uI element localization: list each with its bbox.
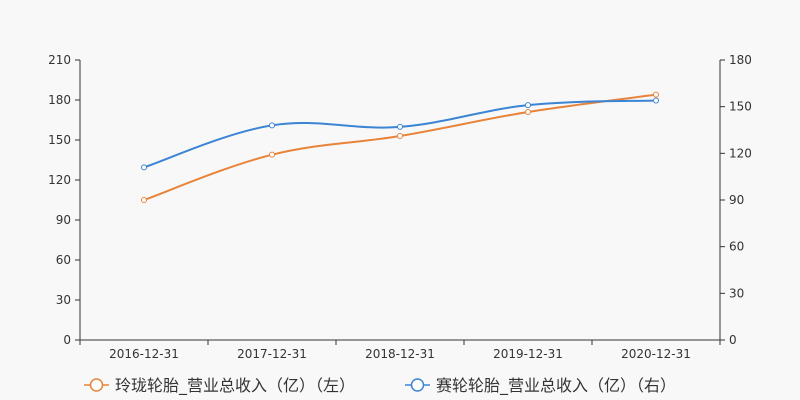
data-point-0[interactable] xyxy=(397,133,403,139)
axes: 0 30 60 90 120 150 180 210 0 30 60 90 120 150 180 2016-… xyxy=(48,53,752,361)
x-tick-label: 2018-12-31 xyxy=(365,347,435,361)
y-left-tick-label: 150 xyxy=(48,133,71,147)
x-tick-label: 2020-12-31 xyxy=(621,347,691,361)
y-right-tick-label: 90 xyxy=(729,193,744,207)
y-left-tick-label: 90 xyxy=(56,213,71,227)
legend-label-1[interactable]: 赛轮轮胎_营业总收入（亿）（右） xyxy=(436,376,676,396)
y-left-tick-label: 60 xyxy=(56,253,71,267)
legend-label-0[interactable]: 玲珑轮胎_营业总收入（亿）（左） xyxy=(115,376,355,396)
y-right-tick-label: 180 xyxy=(729,53,752,67)
legend-marker-1 xyxy=(410,378,425,392)
y-right-tick-label: 60 xyxy=(729,240,744,254)
data-point-1[interactable] xyxy=(269,122,275,129)
y-right-tick-label: 120 xyxy=(729,146,752,160)
series-line-0 xyxy=(143,93,657,201)
data-point-0[interactable] xyxy=(525,109,531,115)
series-lines xyxy=(141,91,659,203)
legend-marker-0 xyxy=(89,378,104,392)
legend: 玲珑轮胎_营业总收入（亿）（左） 赛轮轮胎_营业总收入（亿）（右） xyxy=(84,376,676,396)
x-tick-label: 2016-12-31 xyxy=(109,347,179,361)
data-point-1[interactable] xyxy=(653,97,659,104)
y-right-tick-label: 0 xyxy=(729,333,737,347)
y-left-tick-label: 30 xyxy=(56,293,71,307)
y-right-tick-label: 150 xyxy=(729,100,752,114)
data-point-1[interactable] xyxy=(525,102,531,109)
y-left-tick-label: 0 xyxy=(63,333,71,347)
data-point-1[interactable] xyxy=(141,164,147,171)
x-tick-label: 2017-12-31 xyxy=(237,347,307,361)
data-point-0[interactable] xyxy=(141,197,147,203)
x-tick-label: 2019-12-31 xyxy=(493,347,563,361)
data-point-1[interactable] xyxy=(397,123,403,130)
y-right-tick-label: 30 xyxy=(729,286,744,300)
y-left-tick-label: 120 xyxy=(48,173,71,187)
data-point-0[interactable] xyxy=(269,151,275,158)
y-left-tick-label: 210 xyxy=(48,53,71,67)
data-point-0[interactable] xyxy=(653,91,659,98)
y-left-tick-label: 180 xyxy=(48,93,71,107)
